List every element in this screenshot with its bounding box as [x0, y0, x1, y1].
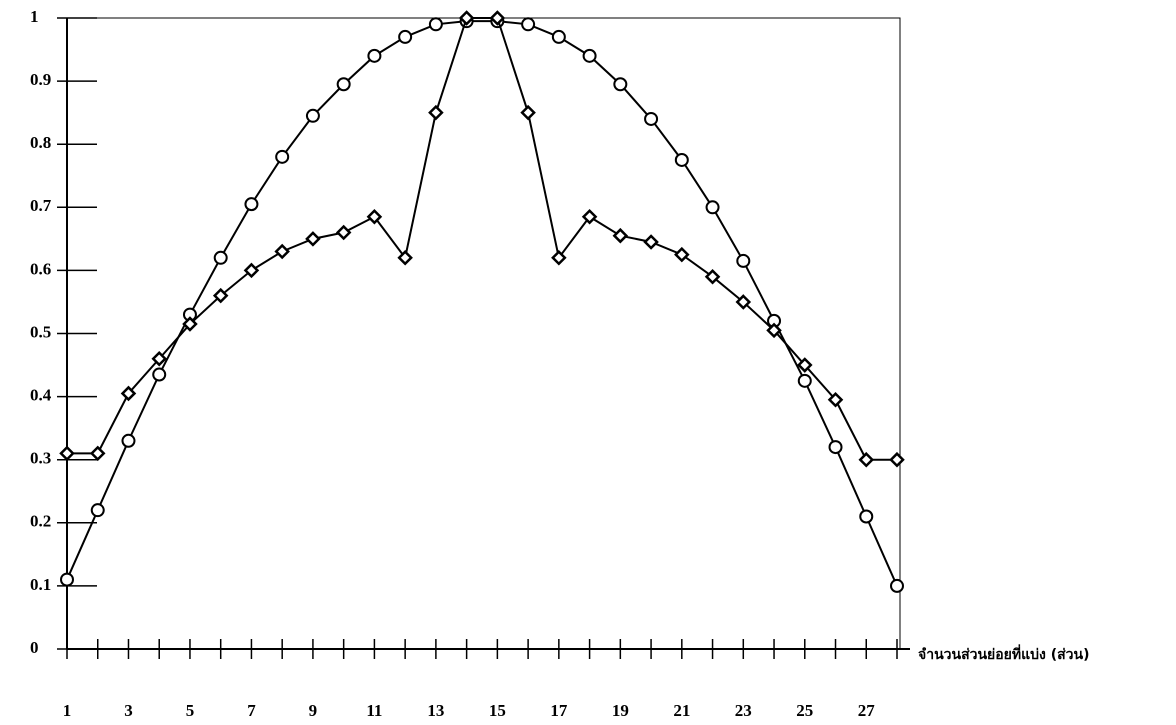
circle-marker: [61, 574, 73, 586]
circle-marker: [276, 151, 288, 163]
circle-marker: [676, 154, 688, 166]
diamond-marker: [92, 447, 104, 459]
circle-marker: [430, 18, 442, 30]
y-tick-label: 0.5: [30, 322, 51, 341]
circle-marker: [307, 110, 319, 122]
series-line: [67, 21, 897, 586]
x-tick-label: 5: [186, 701, 195, 720]
circle-marker: [245, 198, 257, 210]
diamond-marker: [61, 447, 73, 459]
x-tick-label: 17: [550, 701, 568, 720]
diamond-marker: [338, 227, 350, 239]
y-tick-label: 1: [30, 7, 39, 26]
circle-marker: [522, 18, 534, 30]
x-tick-label: 7: [247, 701, 256, 720]
y-tick-label: 0.6: [30, 259, 51, 278]
diamond-marker: [522, 107, 534, 119]
series-line: [67, 18, 897, 460]
y-tick-label: 0.7: [30, 196, 52, 215]
x-tick-label: 19: [612, 701, 629, 720]
x-tick-label: 15: [489, 701, 506, 720]
x-tick-label: 21: [673, 701, 690, 720]
diamond-marker: [645, 236, 657, 248]
circle-marker: [368, 50, 380, 62]
circle-marker: [584, 50, 596, 62]
x-tick-label: 23: [735, 701, 752, 720]
circle-marker: [92, 504, 104, 516]
y-tick-label: 0.2: [30, 512, 51, 531]
diamond-marker: [307, 233, 319, 245]
x-tick-label: 3: [124, 701, 133, 720]
circle-marker: [553, 31, 565, 43]
diamond-marker: [430, 107, 442, 119]
diamond-marker: [891, 454, 903, 466]
circle-marker: [860, 510, 872, 522]
diamond-marker: [276, 245, 288, 257]
x-axis-label: จำนวนส่วนย่อยที่แบ่ง (ส่วน): [918, 644, 1089, 663]
circle-marker: [737, 255, 749, 267]
diamond-marker: [860, 454, 872, 466]
circle-marker: [891, 580, 903, 592]
circle-marker: [399, 31, 411, 43]
x-tick-label: 9: [309, 701, 318, 720]
circle-marker: [799, 375, 811, 387]
y-tick-label: 0.9: [30, 70, 51, 89]
y-tick-label: 0.1: [30, 575, 51, 594]
circle-marker: [707, 201, 719, 213]
y-tick-label: 0.4: [30, 386, 52, 405]
circle-marker: [122, 435, 134, 447]
circle-marker: [338, 78, 350, 90]
circle-marker: [215, 252, 227, 264]
circle-marker: [614, 78, 626, 90]
x-tick-label: 13: [427, 701, 444, 720]
circle-marker: [645, 113, 657, 125]
chart: จำนวนส่วนย่อยที่แบ่ง (ส่วน) 0 0.1 0.2 0.3 0.…: [0, 0, 1176, 725]
x-tick-label: 11: [366, 701, 382, 720]
x-tick-label: 27: [858, 701, 876, 720]
circle-marker: [830, 441, 842, 453]
y-tick-label: 0.8: [30, 133, 51, 152]
y-tick-label: 0.3: [30, 449, 51, 468]
x-tick-label: 25: [796, 701, 813, 720]
y-tick-label: 0: [30, 638, 39, 657]
diamond-marker: [614, 230, 626, 242]
circle-marker: [153, 369, 165, 381]
x-tick-label: 1: [63, 701, 72, 720]
